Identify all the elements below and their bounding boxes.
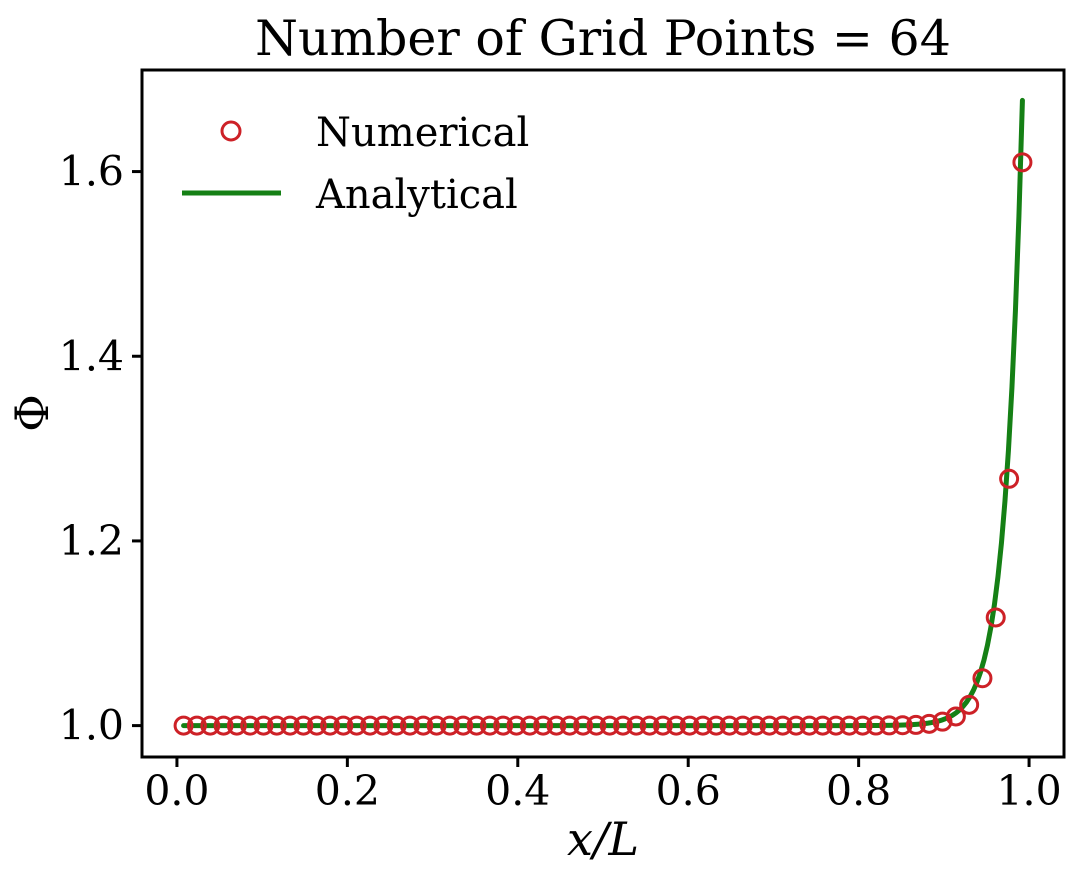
numerical-point [200,715,221,736]
x-tick-label: 1.0 [996,767,1061,815]
numerical-point [626,715,647,736]
numerical-point [173,715,194,736]
numerical-point [599,715,620,736]
legend-numerical-marker-icon [220,120,242,142]
numerical-point [306,715,327,736]
numerical-point [959,694,980,715]
numerical-point [706,715,727,736]
numerical-point [320,715,341,736]
numerical-point [466,715,487,736]
numerical-point [746,715,767,736]
x-tick-label: 0.2 [315,767,380,815]
plot-series [173,97,1033,736]
numerical-point [945,706,966,727]
numerical-point [892,715,913,736]
numerical-point [839,715,860,736]
axis-ticks: 0.0 0.2 0.4 0.6 0.8 1.0 1.0 1.2 1.4 1.6 [59,148,1062,815]
numerical-point [666,715,687,736]
numerical-point [919,713,940,734]
numerical-point [213,715,234,736]
numerical-point [506,715,527,736]
numerical-point [386,715,407,736]
numerical-point [573,715,594,736]
numerical-point [786,715,807,736]
numerical-point [972,668,993,689]
numerical-point [546,715,567,736]
numerical-point [346,715,367,736]
numerical-point [253,715,274,736]
numerical-point [413,715,434,736]
legend: Numerical Analytical [182,110,529,218]
numerical-point [612,715,633,736]
legend-numerical-label: Numerical [316,110,529,156]
y-tick-label: 1.6 [59,148,124,196]
numerical-point [852,715,873,736]
y-tick-label: 1.0 [59,702,124,750]
numerical-point [905,714,926,735]
numerical-point [772,715,793,736]
numerical-point [186,715,207,736]
numerical-point [453,715,474,736]
numerical-point [559,715,580,736]
legend-analytical-label: Analytical [315,172,518,218]
numerical-point [985,607,1006,628]
numerical-point [825,715,846,736]
numerical-point [865,715,886,736]
numerical-point [399,715,420,736]
numerical-point [266,715,287,736]
numerical-point [373,715,394,736]
numerical-point [679,715,700,736]
numerical-point [280,715,301,736]
numerical-point [1012,152,1033,173]
x-axis-label: x/L [567,812,639,866]
numerical-point [240,715,261,736]
numerical-point [519,715,540,736]
analytical-curve [181,97,1025,729]
chart-title: Number of Grid Points = 64 [255,10,951,67]
plot-frame [140,68,1066,759]
numerical-point [879,715,900,736]
y-tick-label: 1.4 [59,332,124,380]
numerical-point [692,715,713,736]
numerical-point [799,715,820,736]
numerical-point [999,468,1020,489]
numerical-point [439,715,460,736]
numerical-point [226,715,247,736]
x-tick-label: 0.4 [485,767,550,815]
numerical-point [293,715,314,736]
numerical-point [493,715,514,736]
numerical-point [719,715,740,736]
numerical-point [479,715,500,736]
y-axis-label: Φ [5,394,59,432]
numerical-point [639,715,660,736]
numerical-point [586,715,607,736]
numerical-point [533,715,554,736]
x-tick-label: 0.6 [656,767,721,815]
numerical-point [333,715,354,736]
x-tick-label: 0.0 [144,767,209,815]
y-tick-label: 1.2 [59,517,124,565]
numerical-point [426,715,447,736]
x-tick-label: 0.8 [826,767,891,815]
numerical-point [652,715,673,736]
numerical-point [812,715,833,736]
numerical-point [360,715,381,736]
numerical-point [759,715,780,736]
numerical-point [732,715,753,736]
